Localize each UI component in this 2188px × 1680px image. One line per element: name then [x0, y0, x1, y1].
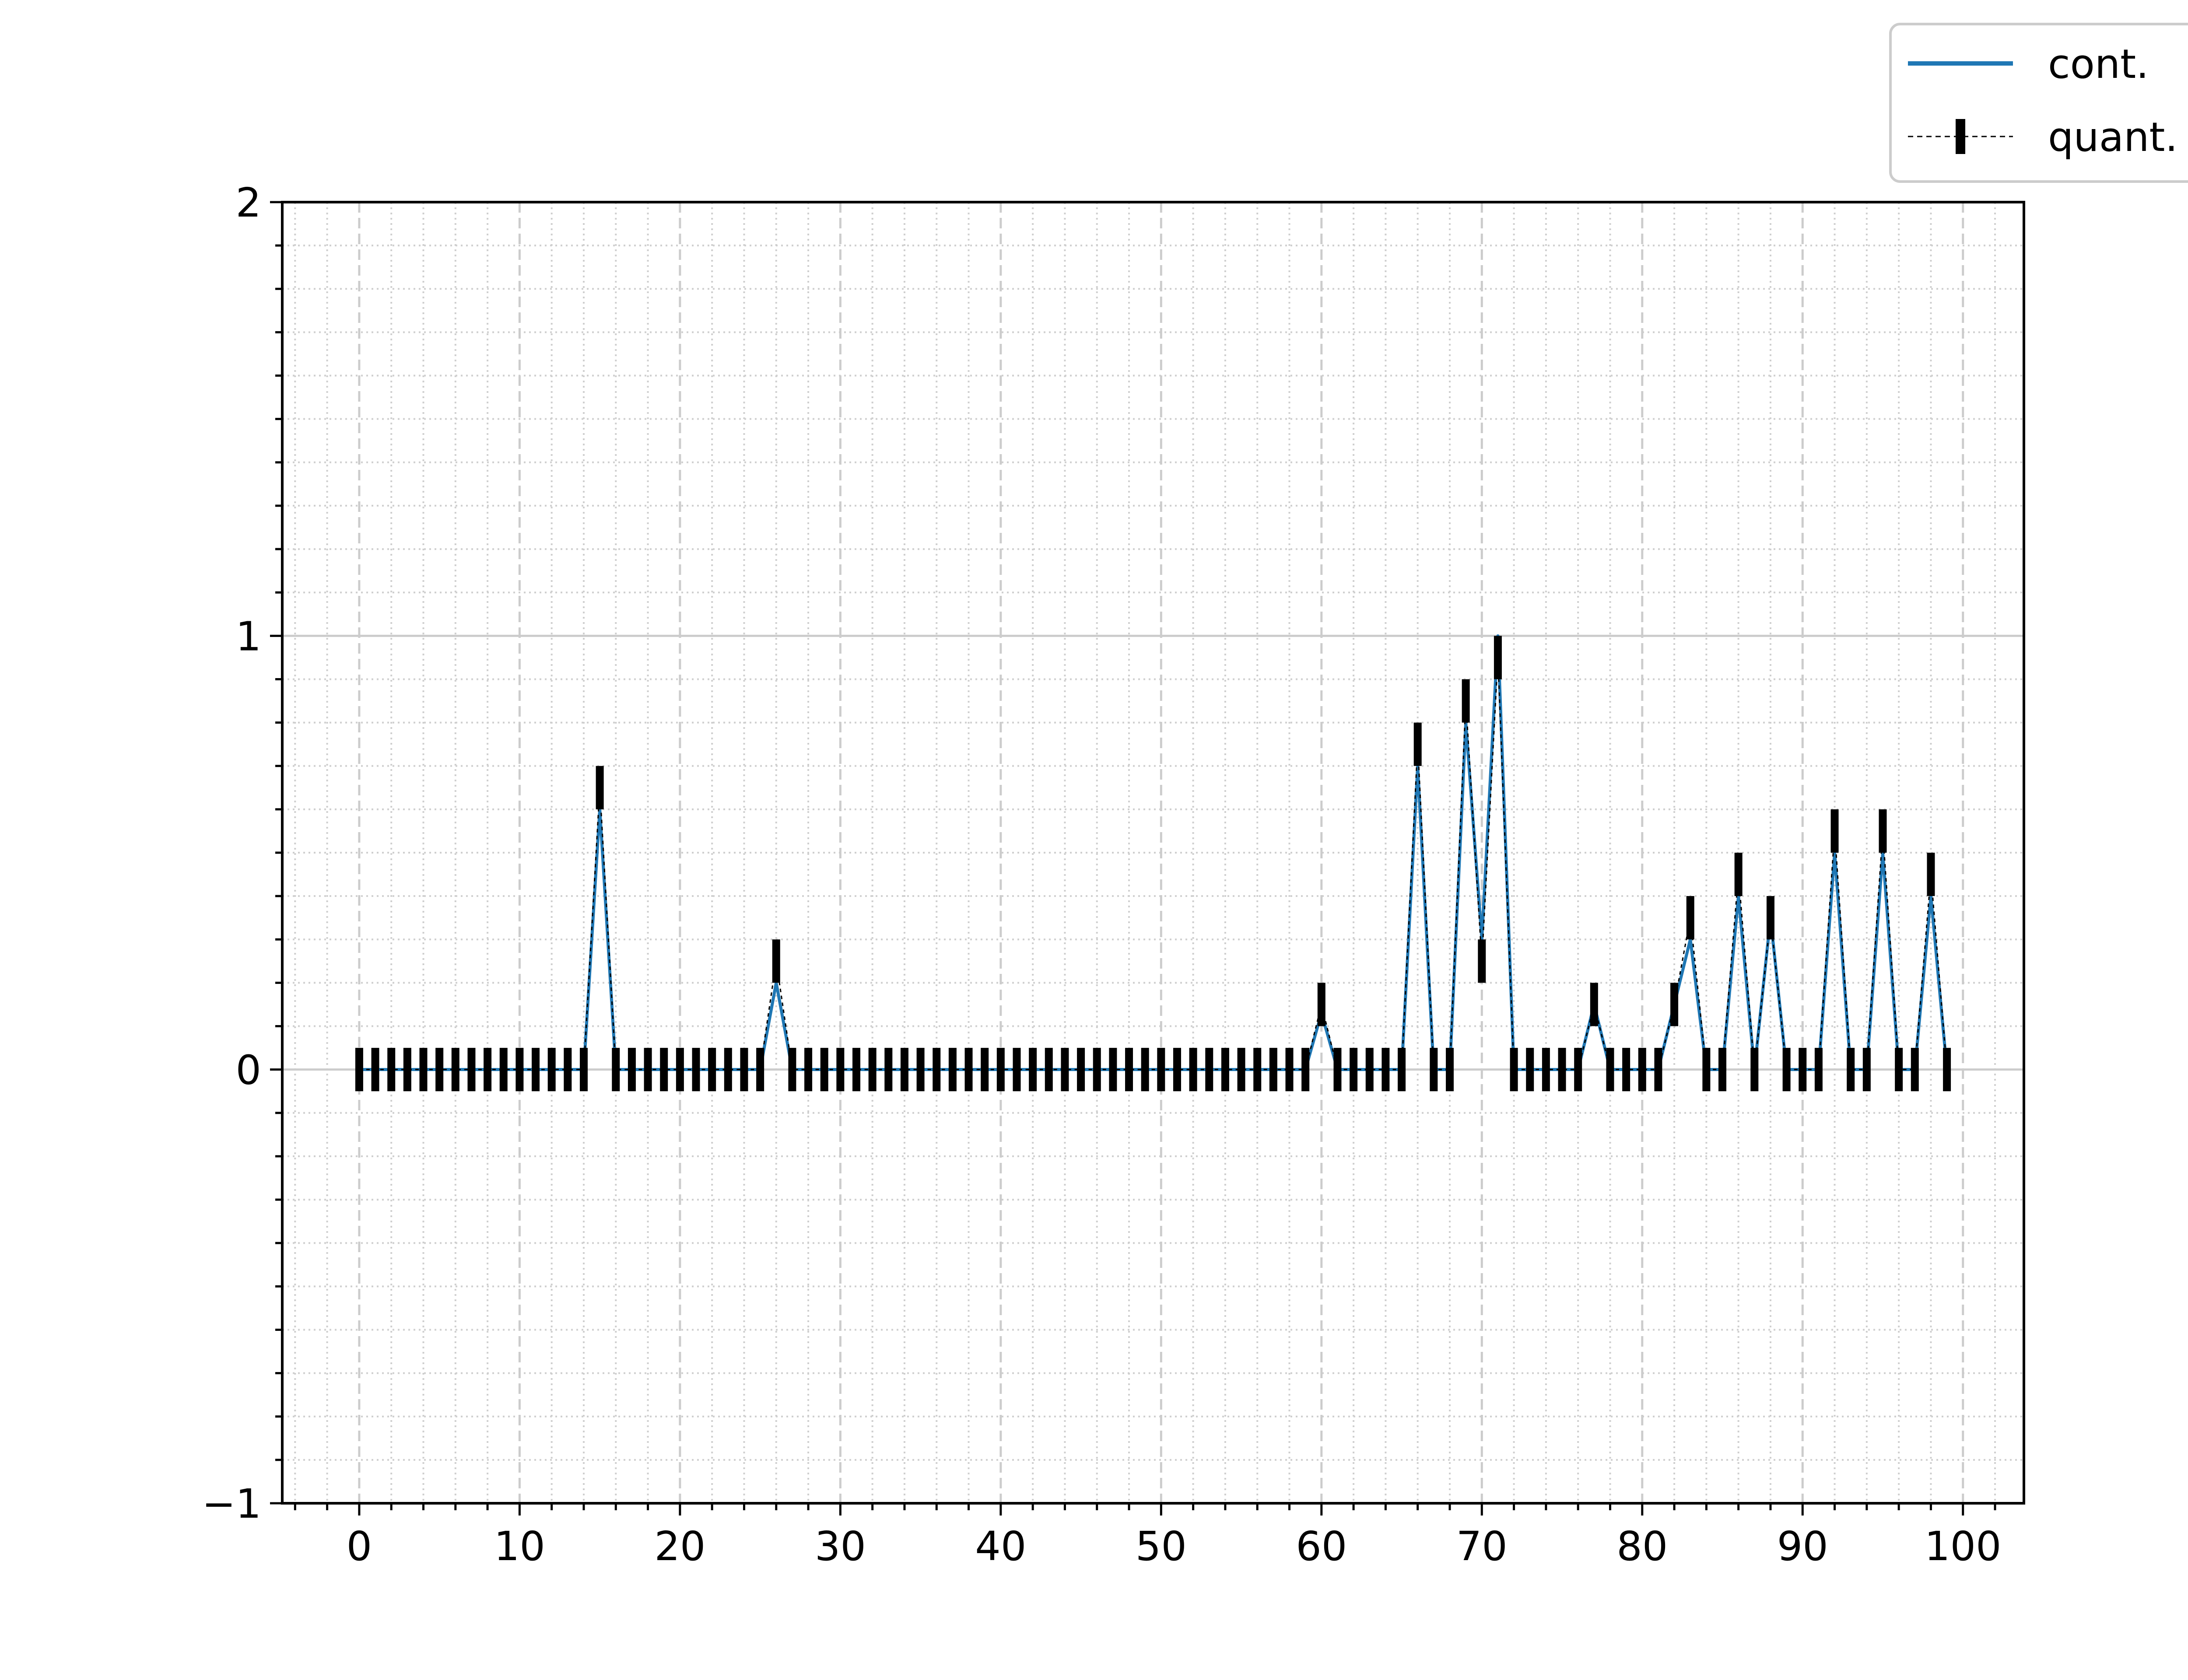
- y-axis: −1 0 1 2: [202, 179, 282, 1527]
- x-tick-label: 30: [815, 1523, 866, 1570]
- cont-line: [359, 634, 1949, 1071]
- x-tick-label: 10: [494, 1523, 545, 1570]
- x-tick-label: 90: [1777, 1523, 1828, 1570]
- x-tick-label: 100: [1925, 1523, 2002, 1570]
- quant-line: [359, 657, 1948, 1071]
- y-tick-label: 0: [235, 1047, 261, 1094]
- minor-grid: [282, 202, 2024, 1503]
- x-axis: 0 10 20 30 40 50 60 70 80 90 100: [294, 1503, 2002, 1570]
- x-tick-label: 40: [975, 1523, 1026, 1570]
- legend-cont-label: cont.: [2048, 41, 2149, 88]
- legend-quant-label: quant.: [2048, 114, 2178, 161]
- x-tick-label: 0: [347, 1523, 372, 1570]
- y-tick-label: 1: [235, 613, 261, 660]
- x-tick-label: 20: [654, 1523, 705, 1570]
- series-cont-line: [359, 634, 1949, 1071]
- plot-frame: [281, 201, 2025, 1505]
- x-tick-label: 50: [1136, 1523, 1187, 1570]
- x-tick-label: 70: [1456, 1523, 1508, 1570]
- x-tick-label: 60: [1296, 1523, 1347, 1570]
- y-tick-label: −1: [202, 1480, 261, 1527]
- x-tick-label: 80: [1616, 1523, 1668, 1570]
- legend: cont. quant.: [1889, 23, 2188, 183]
- series-quant: [355, 636, 1951, 1092]
- y-tick-label: 2: [235, 179, 261, 226]
- major-grid: [282, 201, 2024, 1505]
